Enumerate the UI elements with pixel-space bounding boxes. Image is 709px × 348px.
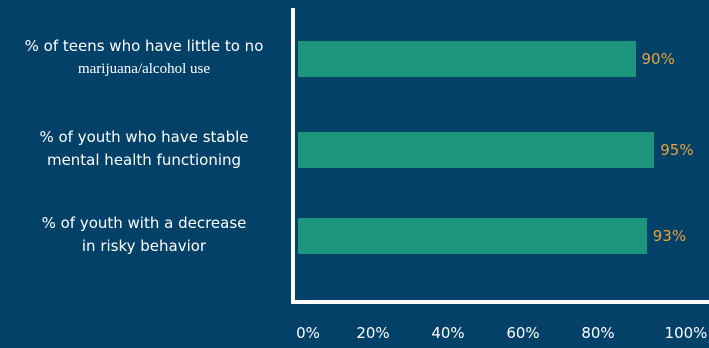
- bar: [298, 218, 647, 254]
- category-label-line: marijuana/alcohol use: [77, 61, 211, 77]
- y-axis-line: [291, 8, 295, 304]
- category-label-line: % of teens who have little to no: [24, 37, 264, 55]
- category-label-line: mental health functioning: [46, 151, 242, 169]
- x-tick-label: 60%: [506, 324, 540, 342]
- category-label: % of youth who have stable mental health …: [0, 126, 288, 172]
- data-label: 90%: [641, 50, 675, 68]
- data-label: 95%: [660, 141, 694, 159]
- category-label: % of teens who have little to no marijuan…: [0, 35, 288, 81]
- x-tick-label: 40%: [431, 324, 465, 342]
- x-tick-label: 0%: [296, 324, 320, 342]
- category-label-line: in risky behavior: [81, 237, 207, 255]
- x-tick-label: 80%: [581, 324, 615, 342]
- x-tick-label: 100%: [664, 324, 708, 342]
- bar: [298, 41, 636, 77]
- x-tick-label: 20%: [356, 324, 390, 342]
- category-label-line: % of youth with a decrease: [41, 214, 247, 232]
- category-label: % of youth with a decrease in risky behav…: [0, 212, 288, 258]
- category-label-line: % of youth who have stable: [39, 128, 249, 146]
- bar: [298, 132, 655, 168]
- x-axis-line: [291, 300, 709, 304]
- data-label: 93%: [652, 227, 687, 245]
